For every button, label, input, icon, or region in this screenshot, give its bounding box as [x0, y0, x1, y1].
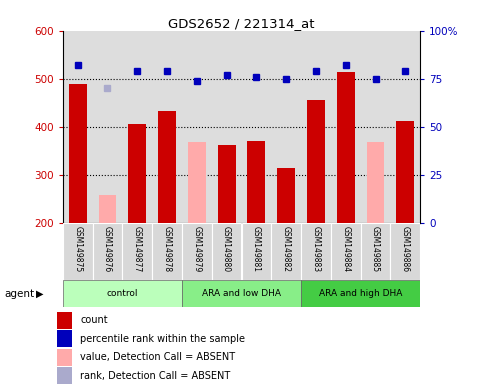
Text: GSM149876: GSM149876 — [103, 225, 112, 272]
Bar — [93, 223, 122, 280]
Bar — [188, 142, 206, 223]
Text: agent: agent — [5, 289, 35, 299]
Text: ARA and low DHA: ARA and low DHA — [202, 289, 281, 298]
Bar — [307, 100, 325, 223]
Bar — [122, 223, 152, 280]
Text: GSM149885: GSM149885 — [371, 225, 380, 272]
Text: rank, Detection Call = ABSENT: rank, Detection Call = ABSENT — [80, 371, 230, 381]
Bar — [361, 223, 390, 280]
Bar — [301, 223, 331, 280]
Text: value, Detection Call = ABSENT: value, Detection Call = ABSENT — [80, 352, 235, 362]
Bar — [158, 111, 176, 223]
Bar — [397, 121, 414, 223]
Bar — [367, 142, 384, 223]
Bar — [63, 223, 93, 280]
Bar — [57, 330, 71, 347]
Bar — [152, 223, 182, 280]
Text: count: count — [80, 315, 108, 325]
Title: GDS2652 / 221314_at: GDS2652 / 221314_at — [168, 17, 315, 30]
Bar — [99, 195, 116, 223]
Bar — [182, 280, 301, 307]
Text: control: control — [107, 289, 138, 298]
Text: GSM149877: GSM149877 — [133, 225, 142, 272]
Bar — [57, 312, 71, 329]
Bar — [277, 167, 295, 223]
Text: GSM149883: GSM149883 — [312, 225, 320, 272]
Text: GSM149879: GSM149879 — [192, 225, 201, 272]
Bar — [242, 223, 271, 280]
Bar — [218, 145, 236, 223]
Bar — [390, 223, 420, 280]
Text: GSM149881: GSM149881 — [252, 225, 261, 271]
Text: GSM149875: GSM149875 — [73, 225, 82, 272]
Text: ▶: ▶ — [36, 289, 44, 299]
Text: ARA and high DHA: ARA and high DHA — [319, 289, 402, 298]
Bar — [212, 223, 242, 280]
Text: GSM149878: GSM149878 — [163, 225, 171, 272]
Bar — [331, 223, 361, 280]
Bar — [182, 223, 212, 280]
Bar — [301, 280, 420, 307]
Bar — [271, 223, 301, 280]
Text: GSM149882: GSM149882 — [282, 225, 291, 271]
Bar — [247, 141, 265, 223]
Text: GSM149886: GSM149886 — [401, 225, 410, 272]
Bar — [69, 84, 86, 223]
Bar — [128, 124, 146, 223]
Bar — [337, 73, 355, 223]
Text: GSM149880: GSM149880 — [222, 225, 231, 272]
Bar — [63, 280, 182, 307]
Text: percentile rank within the sample: percentile rank within the sample — [80, 334, 245, 344]
Text: GSM149884: GSM149884 — [341, 225, 350, 272]
Bar — [57, 367, 71, 384]
Bar — [57, 349, 71, 366]
